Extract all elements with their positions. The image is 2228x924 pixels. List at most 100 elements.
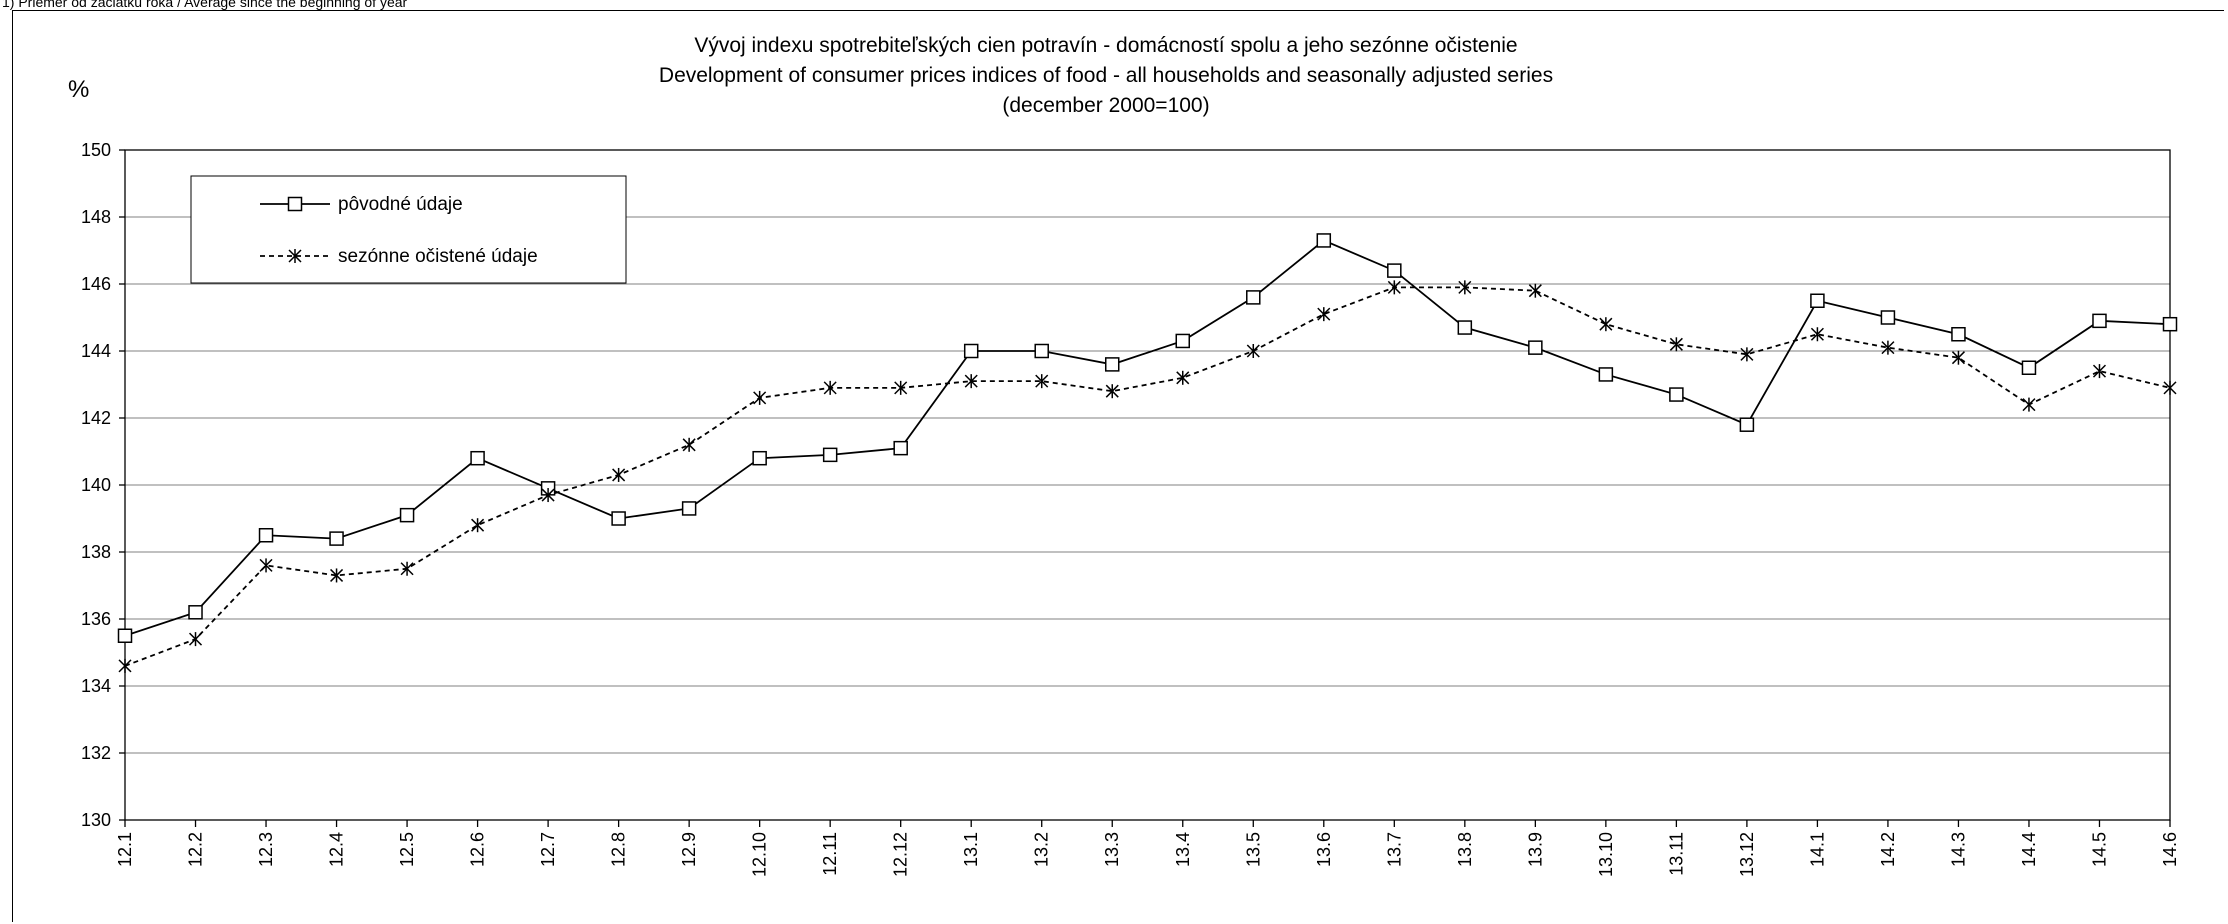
legend-box: [190, 175, 627, 284]
series-1-point: [117, 628, 133, 643]
series-2-point: [682, 437, 696, 452]
x-tick-labels: 12.1 12.2 12.3 12.4 12.5 12.6 12.7 12.8 12.9 12.1…: [115, 832, 2180, 877]
x-tick-label: 14.3: [1948, 832, 1968, 867]
chart-subtitle-base: (december 2000=100): [1002, 94, 1209, 117]
series-2-point: [2022, 397, 2036, 412]
series-1-point: [1739, 417, 1755, 432]
series-layer: [117, 233, 2178, 673]
series-2-point: [541, 488, 555, 503]
series-2-point: [894, 380, 908, 395]
series-1-point: [1880, 310, 1896, 325]
chart-frame: [12, 10, 2224, 922]
y-tick-label: 144: [81, 341, 111, 361]
y-tick-label: 150: [81, 140, 111, 160]
series-2-point: [471, 518, 485, 533]
series-2-point: [188, 632, 203, 647]
series-line-1: [124, 239, 2171, 637]
series-1-point: [258, 528, 274, 543]
series-2-point: [1035, 374, 1049, 389]
x-tick-label: 13.7: [1384, 832, 1404, 867]
x-tick-label: 13.3: [1102, 832, 1122, 867]
series-1-point: [681, 501, 697, 516]
x-tick-label: 13.8: [1455, 832, 1475, 867]
series-2-point: [1599, 317, 1613, 332]
series-1-point: [1316, 233, 1332, 248]
series-1-point: [1598, 367, 1614, 382]
y-tick-label: 138: [81, 542, 111, 562]
series-2-point: [1176, 370, 1190, 385]
series-1-point: [399, 507, 415, 523]
series-1-point: [2092, 313, 2107, 329]
series-2-point: [1458, 280, 1472, 295]
x-tick-label: 12.5: [397, 832, 417, 867]
series-2-point: [330, 568, 344, 583]
series-1-point: [893, 440, 908, 456]
series-1-point: [188, 605, 203, 620]
x-tick-label: 12.9: [679, 832, 699, 867]
x-tick-label: 13.10: [1596, 832, 1616, 877]
x-tick-label: 14.4: [2019, 832, 2039, 867]
series-1-point: [1246, 290, 1261, 305]
x-tick-label: 13.4: [1173, 832, 1193, 867]
series-1-point: [822, 447, 838, 463]
series-1-point: [2021, 360, 2037, 375]
x-tick-label: 12.6: [468, 832, 488, 867]
x-tick-label: 13.6: [1314, 832, 1334, 867]
series-2-point: [1669, 337, 1683, 352]
series-2-point: [1317, 307, 1331, 322]
series-1-point: [329, 531, 344, 546]
x-tick-label: 13.12: [1737, 832, 1757, 877]
x-tick-label: 12.11: [820, 832, 840, 876]
series-1-point: [963, 343, 979, 359]
x-tick-label: 14.2: [1878, 832, 1898, 867]
x-tick-label: 12.12: [891, 832, 911, 877]
series-2-point: [2163, 380, 2177, 395]
x-tick-label: 14.6: [2160, 832, 2180, 867]
series-2-point: [1246, 344, 1260, 358]
y-tick-label: 146: [81, 274, 111, 294]
series-1-point: [1528, 340, 1543, 355]
y-tick-label: 132: [81, 743, 111, 763]
series-2-point: [1105, 384, 1119, 399]
x-tick-label: 12.2: [186, 832, 206, 867]
series-1-point: [1810, 293, 1825, 308]
legend-marker: [288, 249, 302, 263]
legend-marker: [287, 196, 303, 212]
series-2-point: [1528, 283, 1542, 298]
chart-subtitle: Development of consumer prices indices o…: [659, 64, 1553, 87]
series-2-point: [1740, 347, 1754, 362]
x-tick-label: 12.8: [609, 832, 629, 867]
legend: pôvodné údaje sezónne očistené údaje: [190, 175, 627, 284]
series-2-point: [753, 390, 767, 405]
x-tick-label: 12.7: [538, 832, 558, 867]
x-tick-label: 12.1: [115, 832, 135, 867]
x-tick-label: 13.11: [1666, 832, 1686, 876]
series-2-point: [823, 380, 837, 395]
footnote: 1) Priemer od začiatku roka / Average si…: [2, 0, 408, 10]
series-2-point: [964, 374, 978, 389]
series-2-point: [612, 467, 626, 482]
series-2-point: [2092, 364, 2107, 379]
y-tick-labels: 130 132 134 136 138 140 142 144 146 148 150: [81, 140, 111, 830]
series-1-point: [470, 450, 485, 466]
x-tick-label: 13.1: [961, 832, 981, 867]
x-tick-label: 12.3: [256, 832, 276, 867]
series-2-point: [400, 561, 414, 576]
series-1-point: [1387, 263, 1402, 278]
series-1-point: [1104, 357, 1120, 372]
chart-title: Vývoj indexu spotrebiteľských cien potra…: [694, 34, 1517, 57]
x-tick-label: 13.9: [1525, 832, 1545, 867]
series-2-point: [118, 658, 132, 673]
x-tick-label: 13.5: [1243, 832, 1263, 867]
series-line-2: [124, 286, 2171, 667]
series-1-point: [1457, 320, 1473, 335]
axes: [119, 149, 2171, 827]
series-1-point: [611, 511, 626, 526]
y-tick-label: 130: [81, 810, 111, 830]
series-2-point: [1810, 327, 1824, 342]
x-tick-label: 13.2: [1032, 832, 1052, 867]
y-tick-label: 148: [81, 207, 111, 227]
x-tick-label: 12.4: [327, 832, 347, 867]
series-1-point: [1034, 343, 1049, 359]
